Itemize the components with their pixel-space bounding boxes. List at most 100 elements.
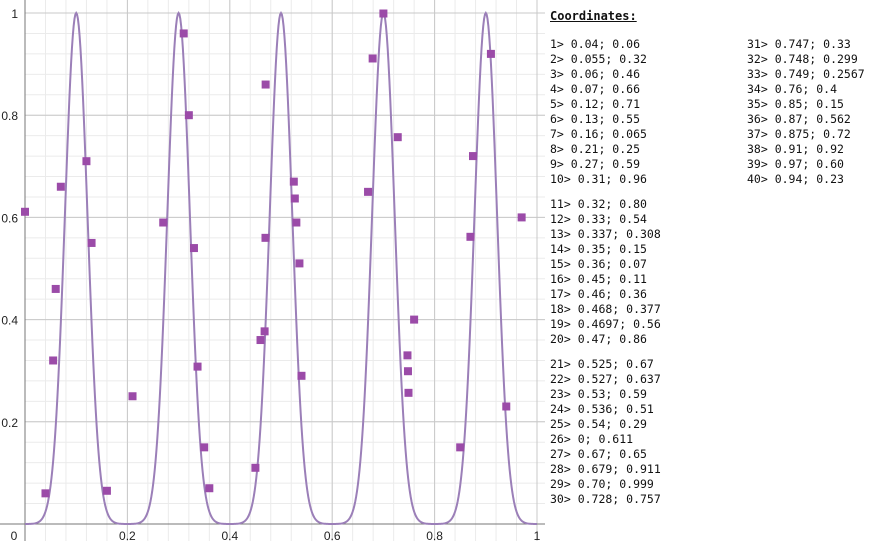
chart-area: 0 0.2 0.4 0.6 0.8 1 0.2 0.4 0.6 0.8 1 [0,0,545,543]
data-point-11 [184,111,193,120]
coordinate-entry-2: 2> 0.055; 0.32 [550,52,647,66]
coordinate-entry-26: 26> 0; 0.611 [550,432,634,446]
data-point-20 [261,80,270,89]
data-point-16 [251,463,260,472]
coordinate-entry-10: 10> 0.31; 0.96 [550,172,647,186]
data-point-7 [102,486,111,495]
coordinate-entry-29: 29> 0.70; 0.999 [550,477,654,491]
data-point-15 [205,484,214,493]
x-tick-label: 0.8 [426,529,443,543]
data-point-8 [128,392,137,401]
coordinate-entry-37: 37> 0.875; 0.72 [747,127,851,141]
coordinate-entry-31: 31> 0.747; 0.33 [747,37,851,51]
data-point-39 [517,213,526,222]
data-point-14 [200,443,209,452]
curve-layer [25,11,537,525]
coordinate-entry-40: 40> 0.94; 0.23 [747,172,844,186]
data-point-10 [179,29,188,38]
coordinate-entry-24: 24> 0.536; 0.51 [550,402,654,416]
coordinate-entry-32: 32> 0.748; 0.299 [747,52,858,66]
coordinate-entry-3: 3> 0.06; 0.46 [550,67,641,81]
coordinate-entry-22: 22> 0.527; 0.637 [550,372,661,386]
x-tick-label: 0.6 [324,529,341,543]
y-tick-label: 0.2 [1,416,18,430]
coordinate-entry-34: 34> 0.76; 0.4 [747,82,838,96]
coordinate-entry-20: 20> 0.47; 0.86 [550,332,647,346]
coordinate-entry-13: 13> 0.337; 0.308 [550,227,661,241]
data-point-27 [364,187,373,196]
data-point-19 [261,233,270,242]
axes [0,0,545,541]
data-point-30 [393,133,402,142]
data-point-32 [403,367,412,376]
data-point-18 [260,327,269,336]
data-point-35 [456,443,465,452]
data-point-17 [256,336,265,345]
data-point-37 [469,152,477,161]
y-tick-label: 0.8 [1,109,18,123]
coordinate-entry-27: 27> 0.67; 0.65 [550,447,647,461]
data-point-29 [379,9,388,18]
data-point-13 [193,362,202,371]
coordinate-entry-25: 25> 0.54; 0.29 [550,417,647,431]
data-point-31 [403,351,412,360]
data-point-12 [189,244,198,253]
coordinate-entry-16: 16> 0.45; 0.11 [550,272,647,286]
data-point-1 [41,489,50,498]
coordinate-entry-21: 21> 0.525; 0.67 [550,357,654,371]
data-point-40 [502,402,511,411]
x-tick-label: 1 [534,529,541,543]
coordinates-panel: Coordinates: 1> 0.04; 0.06 2> 0.055; 0.32… [550,6,885,546]
coordinate-entry-36: 36> 0.87; 0.562 [747,112,851,126]
data-point-38 [486,49,495,58]
major-grid [25,0,545,541]
data-point-4 [56,182,65,191]
coordinates-title: Coordinates: [550,9,637,23]
coordinate-entry-30: 30> 0.728; 0.757 [550,492,661,506]
origin-label: 0 [11,529,18,543]
data-point-3 [51,284,60,293]
data-point-25 [297,371,306,380]
coordinate-entry-5: 5> 0.12; 0.71 [550,97,641,111]
coordinate-entry-17: 17> 0.46; 0.36 [550,287,647,301]
x-tick-label: 0.2 [119,529,136,543]
coordinate-entry-12: 12> 0.33; 0.54 [550,212,647,226]
coordinate-entry-18: 18> 0.468; 0.377 [550,302,661,316]
coordinate-entry-38: 38> 0.91; 0.92 [747,142,844,156]
data-point-34 [410,315,419,324]
data-point-21 [289,177,298,186]
data-point-36 [466,232,475,241]
data-point-26 [21,207,29,216]
coordinate-entry-19: 19> 0.4697; 0.56 [550,317,661,331]
coordinate-entry-39: 39> 0.97; 0.60 [747,157,844,171]
coordinate-entry-35: 35> 0.85; 0.15 [747,97,844,111]
y-tick-label: 1 [11,7,18,21]
data-point-24 [295,259,304,268]
coordinate-entry-11: 11> 0.32; 0.80 [550,197,647,211]
coordinate-entry-23: 23> 0.53; 0.59 [550,387,647,401]
coordinate-entry-15: 15> 0.36; 0.07 [550,257,647,271]
y-tick-label: 0.6 [1,211,18,225]
scatter-chart: 0 0.2 0.4 0.6 0.8 1 0.2 0.4 0.6 0.8 1 [0,0,545,543]
peak-curve [25,11,537,525]
coordinate-entry-28: 28> 0.679; 0.911 [550,462,661,476]
minor-grid [25,0,545,541]
x-tick-label: 0.4 [221,529,238,543]
coordinate-entry-9: 9> 0.27; 0.59 [550,157,641,171]
coordinate-entry-8: 8> 0.21; 0.25 [550,142,641,156]
data-point-33 [404,388,413,397]
data-point-2 [49,356,58,365]
data-point-9 [159,218,168,227]
y-tick-label: 0.4 [1,314,18,328]
coordinate-entry-4: 4> 0.07; 0.66 [550,82,641,96]
coordinate-entry-6: 6> 0.13; 0.55 [550,112,641,126]
data-point-22 [290,194,299,203]
data-point-28 [368,54,377,63]
data-point-5 [82,157,91,166]
coordinate-entry-7: 7> 0.16; 0.065 [550,127,647,141]
tick-labels: 0 0.2 0.4 0.6 0.8 1 0.2 0.4 0.6 0.8 1 [1,7,540,543]
coordinate-entry-1: 1> 0.04; 0.06 [550,37,641,51]
data-point-23 [292,218,301,227]
points-layer [21,9,526,498]
data-point-6 [87,238,96,247]
